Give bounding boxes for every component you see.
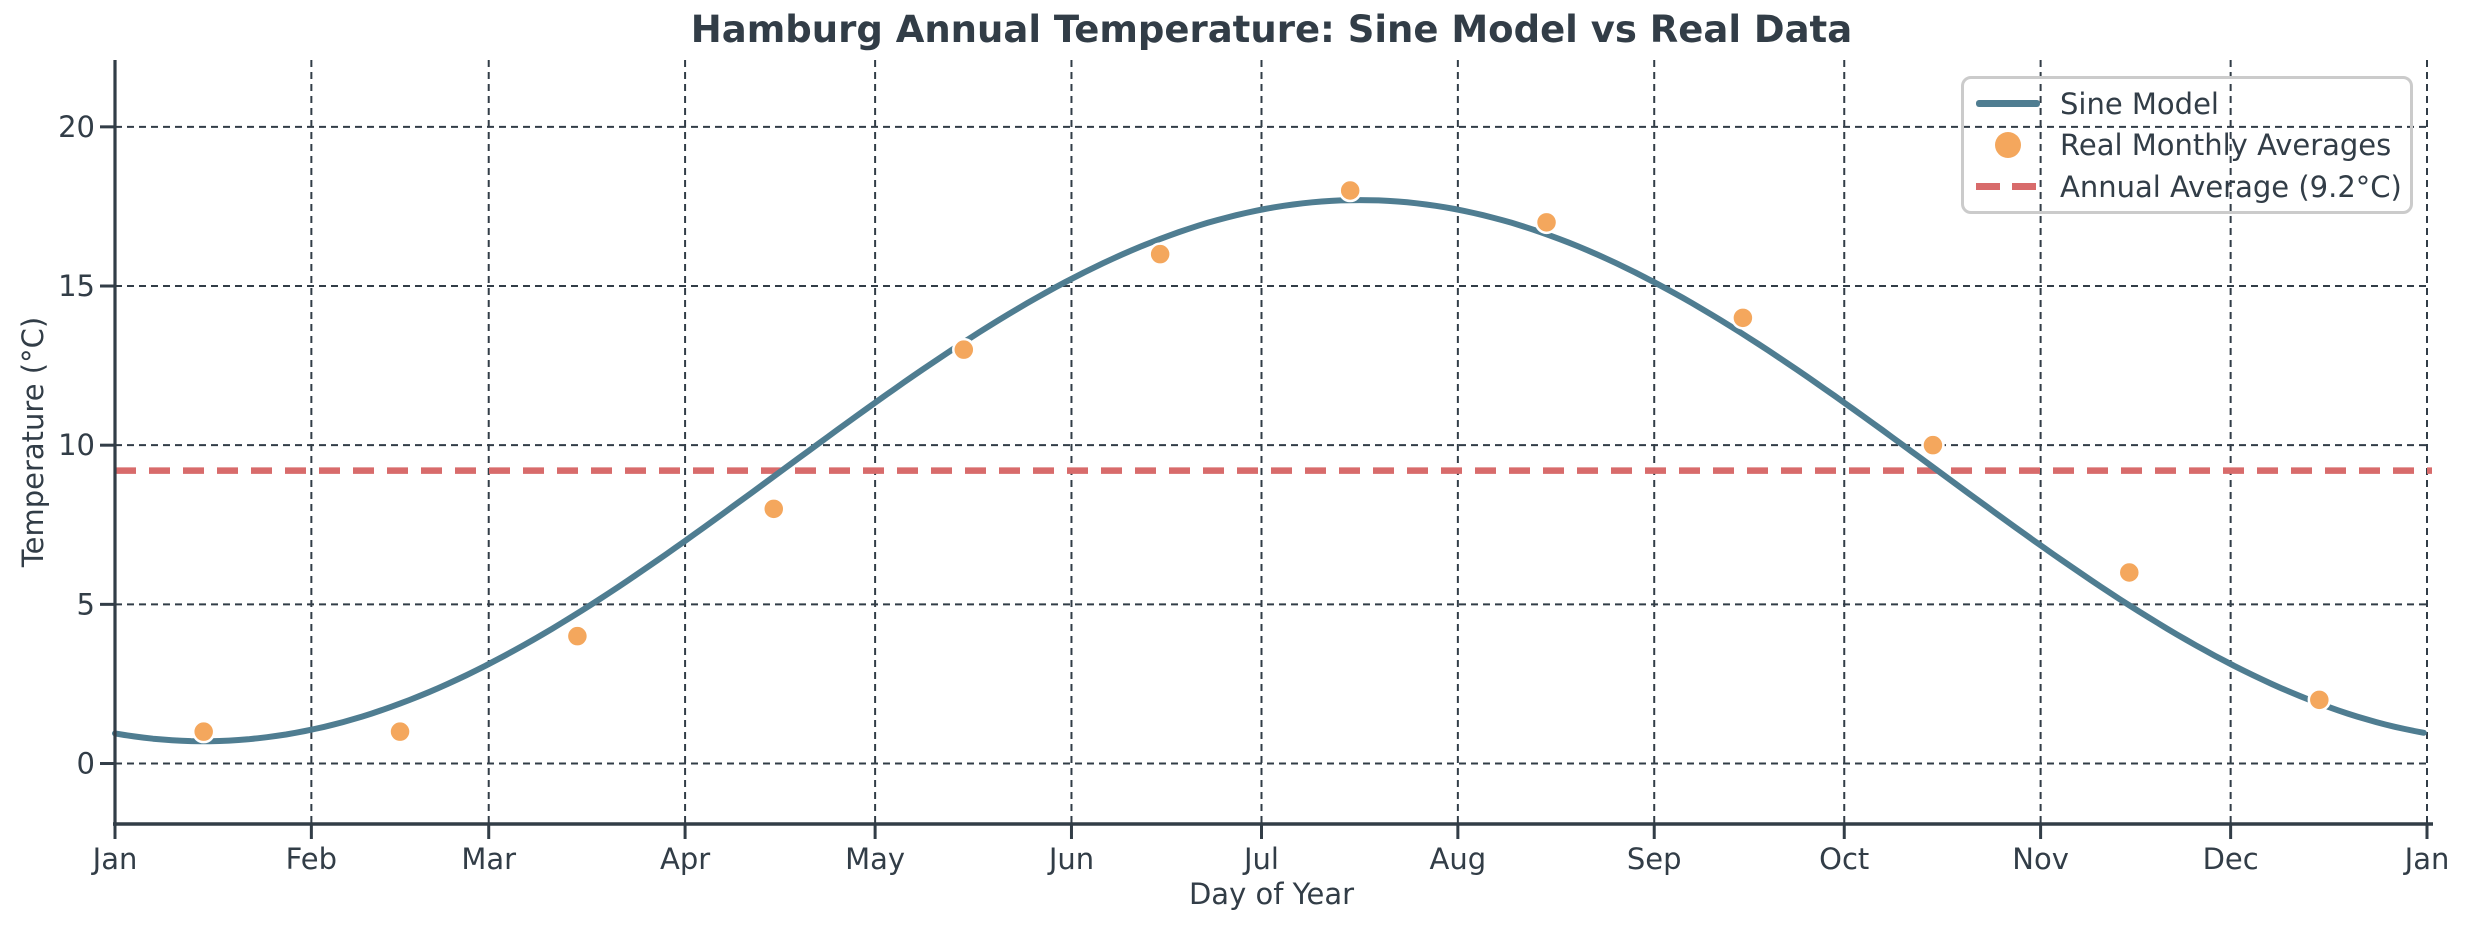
x-tick-label: Aug [1430,842,1487,876]
data-point [2117,560,2142,585]
legend-item-annual-average: Annual Average (9.2°C) [1976,170,2402,204]
y-tick-label: 5 [77,587,95,621]
data-point [1534,210,1559,235]
x-tick-label: May [845,842,905,876]
y-axis-label: Temperature (°C) [16,316,50,568]
data-point [1921,433,1945,457]
y-tick-label: 15 [58,269,95,303]
data-point [565,624,590,648]
legend-item-sine-model: Sine Model [1976,87,2398,121]
chart-title: Hamburg Annual Temperature: Sine Model v… [690,8,1853,51]
x-tick-label: Nov [2012,842,2069,876]
data-point [1731,306,1755,330]
x-axis-label: Day of Year [1188,877,1355,911]
legend: Sine Model Real Monthly Averages Annual … [1961,76,2413,214]
x-tick-label: Jan [2403,842,2450,876]
data-point [1338,178,1362,203]
y-tick-label: 20 [58,110,95,144]
data-point [762,497,786,521]
y-tick-label: 10 [58,428,95,462]
x-tick-label: Mar [461,842,516,876]
x-tick-label: Sep [1627,842,1682,876]
y-tick-label: 0 [77,747,95,781]
scatter-marker-icon [1976,132,2040,158]
x-tick-label: Jan [91,842,138,876]
sine-model-curve [112,197,2427,745]
x-tick-label: Jul [1242,842,1279,876]
sine-model-line-icon [1976,100,2040,107]
legend-label: Sine Model [2060,86,2219,121]
data-point [191,719,216,744]
legend-item-real-averages: Real Monthly Averages [1976,128,2398,162]
x-tick-label: Jun [1047,842,1094,876]
legend-label: Annual Average (9.2°C) [2060,169,2402,204]
x-tick-label: Oct [1819,842,1869,876]
x-tick-label: Apr [660,842,710,876]
legend-label: Real Monthly Averages [2060,128,2392,162]
data-point [952,337,976,362]
data-point [388,719,412,744]
x-tick-label: Feb [286,842,337,876]
data-point [2307,688,2332,712]
data-point [1148,242,1172,266]
dashed-line-icon [1976,183,2040,190]
x-tick-label: Dec [2203,842,2259,876]
